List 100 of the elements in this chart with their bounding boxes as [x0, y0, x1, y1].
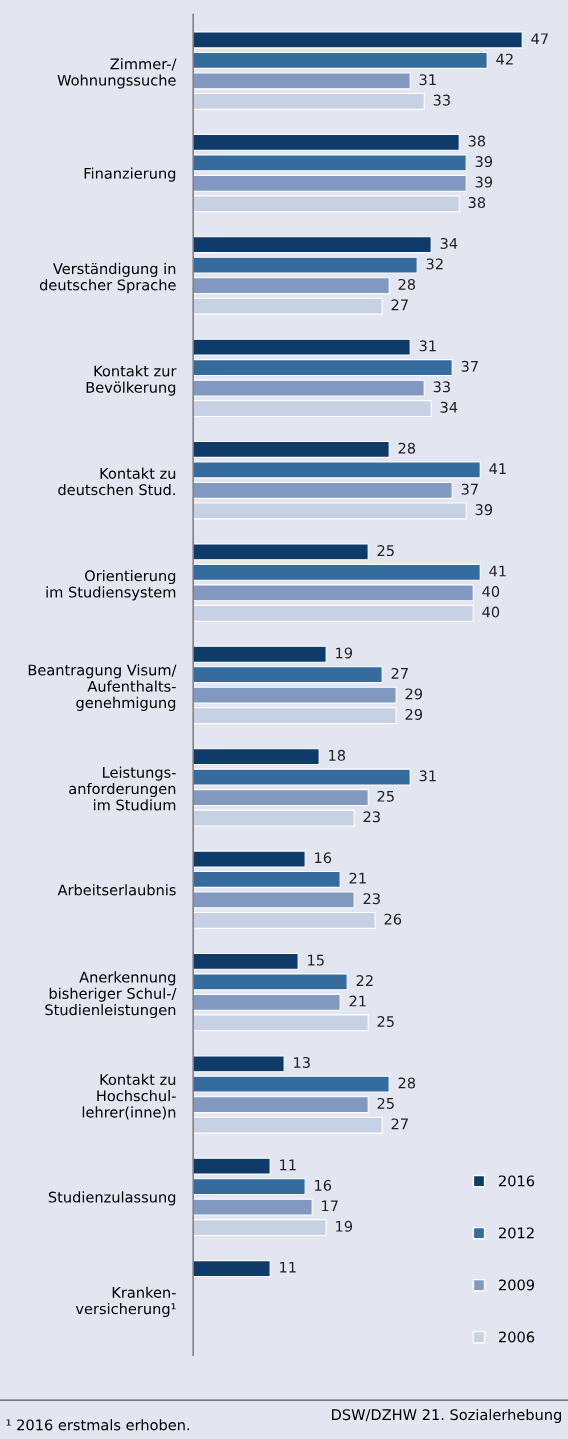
bar [193, 584, 474, 602]
data-label: 25 [377, 790, 394, 802]
bar [193, 891, 355, 909]
data-label: 42 [496, 53, 513, 65]
bar [193, 809, 355, 827]
data-label: 40 [482, 606, 500, 618]
data-label: 39 [475, 504, 493, 516]
bar [193, 645, 327, 663]
data-label: 11 [280, 1159, 296, 1171]
data-label: 34 [440, 237, 458, 249]
data-label: 27 [391, 299, 408, 311]
y-tick-label: Beantragung Visum/ Aufenthalts- genehmigung [28, 664, 177, 711]
data-label: 37 [461, 483, 478, 495]
data-label: 34 [440, 401, 458, 413]
data-label: 33 [433, 94, 450, 106]
bar [193, 748, 320, 766]
bar [193, 481, 453, 499]
bar [193, 666, 383, 684]
data-label: 22 [356, 975, 373, 986]
data-label: 28 [398, 1077, 416, 1089]
bar [193, 973, 348, 991]
data-label: 17 [322, 1200, 338, 1212]
data-label: 19 [336, 1220, 353, 1232]
bar [193, 51, 488, 69]
data-label: 31 [419, 770, 436, 782]
data-label: 25 [377, 545, 394, 557]
data-label: 33 [433, 381, 450, 393]
bar [193, 993, 341, 1011]
y-tick-label: Kontakt zu deutschen Stud. [58, 467, 176, 496]
bar [193, 441, 390, 458]
data-label: 40 [482, 586, 500, 598]
bar [193, 277, 390, 295]
bar [193, 502, 467, 520]
data-label: 19 [336, 647, 353, 659]
data-label: 29 [405, 708, 423, 720]
bar [193, 1116, 383, 1134]
bar [193, 911, 376, 929]
bar [193, 174, 467, 192]
bar [193, 1014, 369, 1032]
data-label: 23 [363, 811, 380, 823]
data-label: 29 [405, 688, 423, 700]
bar [193, 686, 397, 704]
bar [193, 543, 369, 561]
bar [193, 31, 523, 49]
data-label: 26 [384, 913, 402, 925]
y-tick-label: Verständigung in deutscher Sprache [39, 262, 176, 294]
data-label: 28 [398, 278, 416, 290]
data-label: 47 [531, 33, 548, 45]
data-label: 31 [419, 340, 436, 352]
bar [193, 379, 425, 397]
data-label: 39 [475, 156, 493, 168]
bar [193, 604, 474, 622]
bar [193, 850, 306, 868]
data-label: 13 [294, 1056, 310, 1068]
text: DSW/DZHW 21. Sozialerhebung [332, 1408, 561, 1424]
bar [193, 359, 453, 377]
data-label: 41 [489, 463, 506, 474]
data-label: 16 [315, 1179, 332, 1191]
y-tick-label: Finanzierung [84, 167, 176, 182]
bar [193, 1157, 271, 1175]
data-label: 11 [280, 1261, 296, 1273]
bar [193, 1178, 306, 1196]
data-label: 37 [461, 360, 478, 372]
legend-label: 2006 [499, 1331, 535, 1343]
y-tick-label: Zimmer-/ Wohnungssuche [57, 58, 177, 89]
y-tick-label: Studienzulassung [48, 1191, 176, 1206]
data-label: 25 [377, 1016, 394, 1028]
bar [193, 1055, 285, 1073]
data-label: 38 [468, 135, 486, 147]
data-label: 21 [349, 872, 366, 884]
bar [193, 338, 411, 356]
data-label: 27 [391, 667, 408, 679]
bar [193, 256, 418, 274]
y-tick-label: Kontakt zu Hochschul- lehrer(inne)n [82, 1073, 176, 1120]
bar [193, 1096, 369, 1114]
data-label: 31 [419, 74, 436, 86]
text: ¹ 2016 erstmals erhoben. [6, 1419, 190, 1431]
data-label: 16 [315, 852, 332, 864]
bar [193, 1260, 271, 1278]
data-label: 28 [398, 442, 416, 454]
data-label: 38 [468, 196, 486, 209]
data-label: 18 [329, 749, 346, 761]
legend-label: 2009 [499, 1279, 535, 1291]
data-label: 41 [489, 565, 506, 577]
bar [193, 461, 481, 479]
y-tick-label: Kontakt zur Bevölkerung [86, 365, 177, 396]
y-tick-label: Anerkennung bisheriger Schul-/ Studienleistungen [45, 971, 177, 1019]
bar [193, 133, 460, 151]
bar [193, 154, 467, 172]
data-label: 27 [391, 1118, 408, 1130]
y-tick-label: Kranken- versicherung¹ [75, 1286, 176, 1318]
data-label: 21 [349, 995, 366, 1007]
bar [193, 1198, 313, 1216]
y-tick-label: Leistungs- anforderungen im Studium [69, 766, 176, 811]
bar [193, 768, 411, 786]
data-label: 25 [377, 1097, 394, 1109]
data-label: 15 [308, 954, 324, 966]
bar [193, 92, 425, 110]
bar [193, 1219, 327, 1237]
data-label: 39 [475, 176, 493, 188]
